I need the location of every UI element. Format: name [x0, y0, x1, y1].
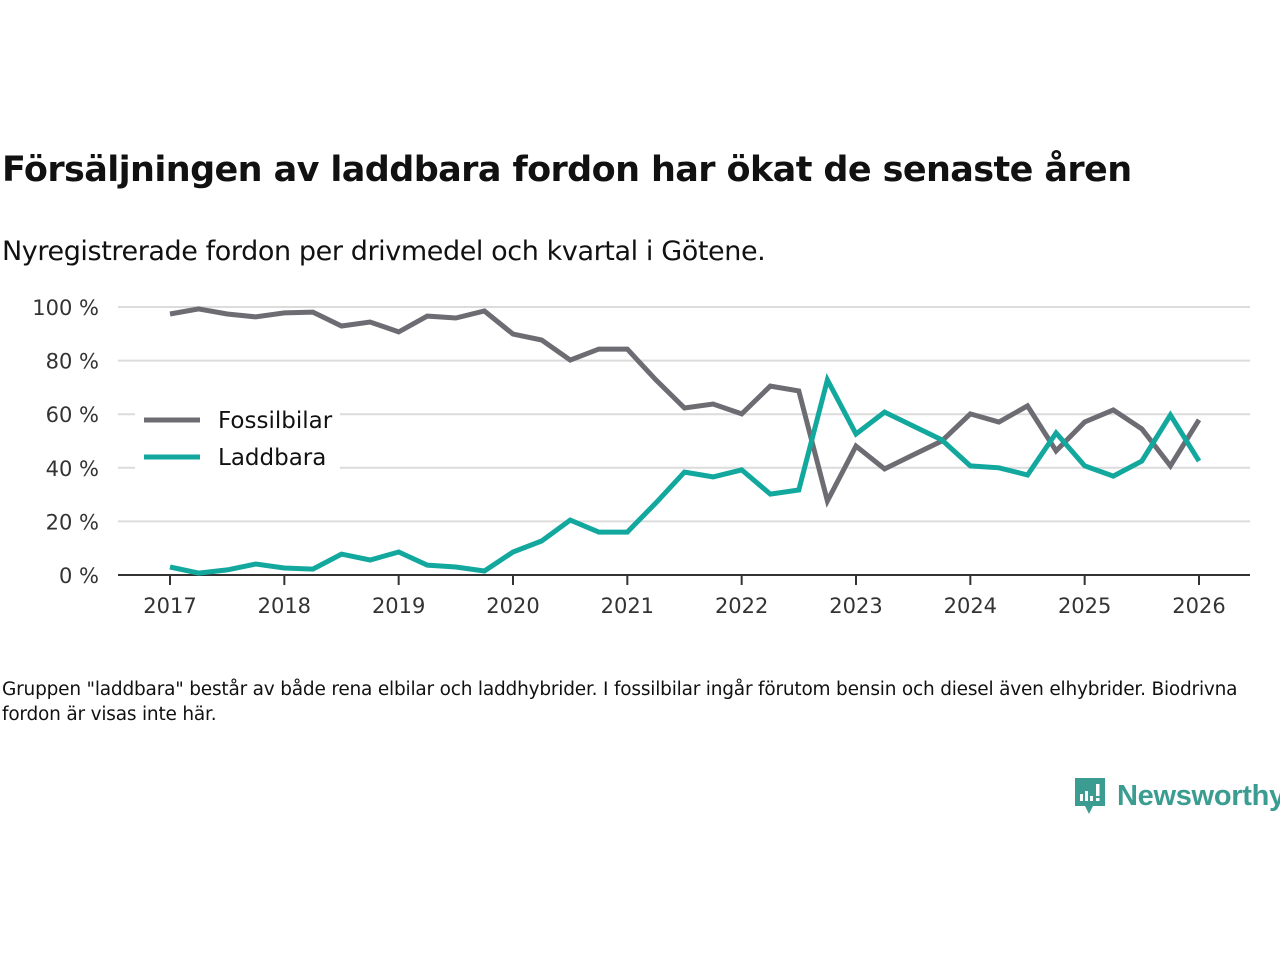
series-line-fossilbilar	[169, 306, 1202, 508]
x-tick-label: 2020	[486, 594, 539, 618]
x-axis: 2017 2018 2019 2020 2021 2022 2023 2024 2025 2026	[118, 574, 1250, 618]
legend-label-laddbara: Laddbara	[218, 445, 326, 471]
series-lines	[169, 306, 1202, 576]
x-tick-label: 2023	[829, 594, 882, 618]
line-chart: 0 % 20 % 40 % 60 % 80 % 100 % 2017 2018 2019 202…	[32, 296, 1250, 618]
brand-logo: Newsworthy	[1073, 776, 1280, 816]
x-tick-label: 2017	[143, 594, 196, 618]
x-tick-label: 2022	[715, 594, 768, 618]
y-tick-label: 100 %	[32, 296, 99, 320]
y-tick-label: 80 %	[46, 350, 99, 374]
y-tick-label: 20 %	[46, 510, 99, 534]
legend-background	[135, 398, 340, 478]
x-tick-label: 2025	[1058, 594, 1111, 618]
x-tick-label: 2019	[372, 594, 425, 618]
x-tick-label: 2021	[601, 594, 654, 618]
x-tick-label: 2026	[1172, 594, 1225, 618]
series-line-laddbara	[169, 373, 1202, 576]
x-tick-label: 2018	[258, 594, 311, 618]
brand-name: Newsworthy	[1117, 779, 1280, 812]
y-axis: 0 % 20 % 40 % 60 % 80 % 100 %	[32, 296, 99, 588]
legend: Fossilbilar Laddbara	[135, 398, 340, 478]
chart-title: Försäljningen av laddbara fordon har öka…	[2, 150, 1132, 190]
legend-label-fossilbilar: Fossilbilar	[218, 408, 333, 434]
newsworthy-logo-icon	[1075, 778, 1105, 814]
footnote: Gruppen "laddbara" består av både rena e…	[2, 679, 1238, 725]
chart-subtitle: Nyregistrerade fordon per drivmedel och …	[2, 236, 766, 267]
y-tick-label: 40 %	[46, 457, 99, 481]
y-tick-label: 0 %	[59, 564, 99, 588]
y-tick-label: 60 %	[46, 403, 99, 427]
x-tick-label: 2024	[944, 594, 997, 618]
